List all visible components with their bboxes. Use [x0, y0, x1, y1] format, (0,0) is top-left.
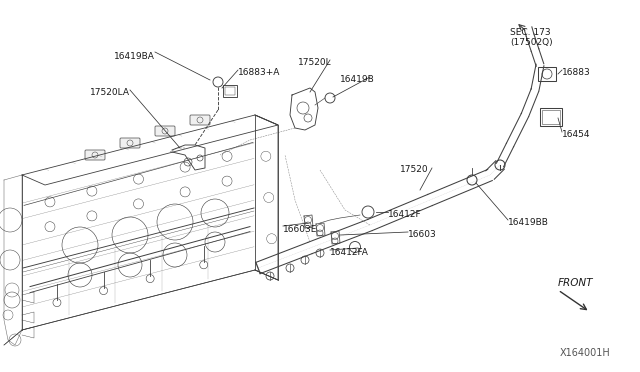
Text: 16883+A: 16883+A: [238, 68, 280, 77]
Text: 17520L: 17520L: [298, 58, 332, 67]
Text: 17520: 17520: [400, 165, 429, 174]
Text: 16603: 16603: [408, 230, 436, 239]
Text: 16412FA: 16412FA: [330, 248, 369, 257]
Text: 16883: 16883: [562, 68, 591, 77]
Text: 16419B: 16419B: [340, 75, 375, 84]
Bar: [225, 87, 235, 95]
Text: 16412F: 16412F: [388, 210, 422, 219]
FancyBboxPatch shape: [155, 126, 175, 136]
Bar: [538, 67, 556, 81]
Bar: [223, 85, 237, 97]
Text: 17520LA: 17520LA: [90, 88, 130, 97]
Text: 16419BA: 16419BA: [114, 52, 155, 61]
Text: 16419BB: 16419BB: [508, 218, 549, 227]
Text: FRONT: FRONT: [558, 278, 593, 288]
Bar: [540, 108, 562, 126]
Bar: [542, 110, 560, 124]
Text: SEC. 173
(17502Q): SEC. 173 (17502Q): [510, 28, 552, 47]
FancyBboxPatch shape: [85, 150, 105, 160]
FancyBboxPatch shape: [120, 138, 140, 148]
Text: 16454: 16454: [562, 130, 591, 139]
Text: 16603E: 16603E: [283, 225, 317, 234]
FancyBboxPatch shape: [190, 115, 210, 125]
Text: X164001H: X164001H: [560, 348, 611, 358]
